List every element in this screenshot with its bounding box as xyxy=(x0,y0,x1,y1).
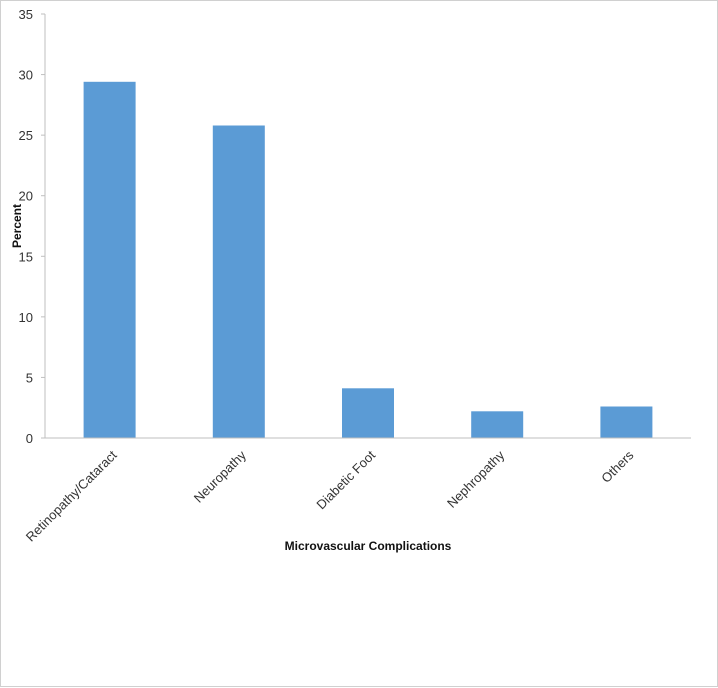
y-tick-label: 30 xyxy=(19,68,33,83)
y-tick-label: 25 xyxy=(19,128,33,143)
x-tick-label: Diabetic Foot xyxy=(313,447,378,512)
x-tick-label: Neuropathy xyxy=(191,447,249,505)
bar-retinopathy-cataract xyxy=(83,81,136,439)
y-tick-label: 20 xyxy=(19,189,33,204)
y-tick-label: 15 xyxy=(19,249,33,264)
x-axis-tick-labels: Retinopathy/Cataract Neuropathy Diabetic F… xyxy=(23,447,637,544)
y-tick-label: 35 xyxy=(19,7,33,22)
bars xyxy=(83,81,653,439)
bar-neuropathy xyxy=(212,125,265,438)
x-axis-title: Microvascular Complications xyxy=(285,539,452,553)
y-tick-label: 0 xyxy=(26,431,33,446)
x-tick-label: Others xyxy=(598,447,637,486)
bar-diabetic-foot xyxy=(342,388,394,438)
x-tick-label: Nephropathy xyxy=(444,447,508,511)
y-tick-label: 10 xyxy=(19,310,33,325)
bar-nephropathy xyxy=(471,411,524,438)
y-axis-ticks: 0 5 10 15 20 25 30 35 xyxy=(19,7,45,446)
y-tick-label: 5 xyxy=(26,370,33,385)
y-axis-title: Percent xyxy=(10,204,24,248)
bar-others xyxy=(600,406,653,438)
x-tick-label: Retinopathy/Cataract xyxy=(23,447,120,544)
